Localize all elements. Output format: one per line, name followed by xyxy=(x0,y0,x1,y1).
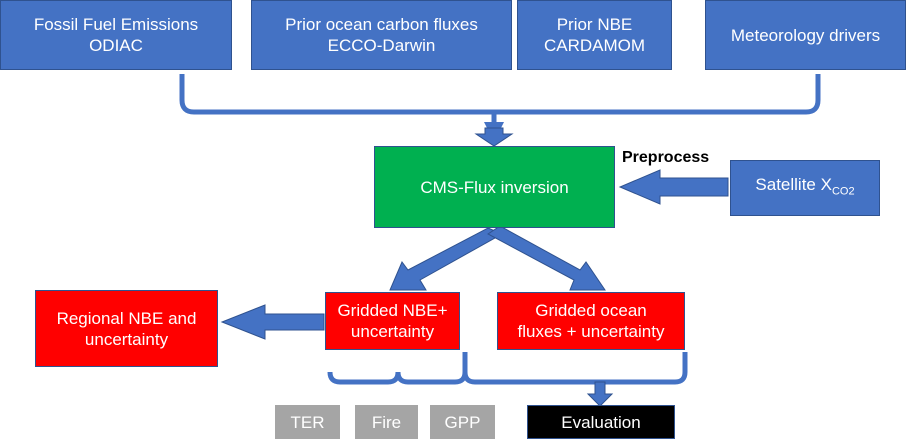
component-box: GPP xyxy=(430,405,495,439)
arrow-preprocess xyxy=(618,169,729,205)
node-label: Satellite X xyxy=(755,174,832,194)
source-box: Prior ocean carbon fluxes ECCO-Darwin xyxy=(251,0,512,70)
node-label: Evaluation xyxy=(561,412,641,432)
node-label: Gridded ocean xyxy=(535,301,647,320)
node-label: Prior NBE xyxy=(556,15,633,34)
node-label: TER xyxy=(290,412,325,432)
preprocess-label: Preprocess xyxy=(622,149,710,166)
arrow-to-evaluation xyxy=(586,381,614,407)
node-label: Regional NBE and xyxy=(56,308,197,328)
node-label: uncertainty xyxy=(84,329,169,349)
node-label: GPP xyxy=(444,412,481,432)
output-box: Gridded NBE+ uncertainty xyxy=(325,292,460,350)
node-label: Gridded NBE+ xyxy=(337,301,448,320)
node-label: Fossil Fuel Emissions xyxy=(33,15,199,34)
input-bracket xyxy=(179,74,821,115)
arrow-to-nbe xyxy=(389,227,504,291)
arrow-to-regional xyxy=(220,304,325,340)
source-box: Meteorology drivers xyxy=(705,0,906,70)
node-label: CMS-Flux inversion xyxy=(420,177,569,197)
node-label: Prior ocean carbon fluxes xyxy=(285,15,478,34)
inversion-box: CMS-Flux inversion xyxy=(374,146,615,228)
component-box: Fire xyxy=(355,405,418,439)
evaluation-bracket xyxy=(462,352,688,385)
satellite-box: Satellite XCO2 xyxy=(730,160,880,216)
node-label-group: Satellite XCO2 xyxy=(755,174,854,202)
source-box: Fossil Fuel Emissions ODIAC xyxy=(0,0,232,70)
output-box: Gridded ocean fluxes + uncertainty xyxy=(497,292,685,350)
node-label: CARDAMOM xyxy=(543,36,646,55)
node-label: fluxes + uncertainty xyxy=(517,322,665,341)
node-label: ECCO-Darwin xyxy=(327,36,436,55)
component-box: TER xyxy=(275,405,340,439)
node-label: Fire xyxy=(371,412,402,432)
arrow-to-ocean xyxy=(487,225,606,291)
node-label: ODIAC xyxy=(89,36,143,55)
output-box: Regional NBE and uncertainty xyxy=(35,290,218,367)
node-label: Meteorology drivers xyxy=(730,25,881,45)
node-label: uncertainty xyxy=(350,322,435,341)
components-bracket xyxy=(327,371,468,385)
arrow-head-down xyxy=(474,127,514,147)
subscript: CO2 xyxy=(831,185,855,198)
evaluation-box: Evaluation xyxy=(527,405,675,439)
source-box: Prior NBE CARDAMOM xyxy=(517,0,672,70)
